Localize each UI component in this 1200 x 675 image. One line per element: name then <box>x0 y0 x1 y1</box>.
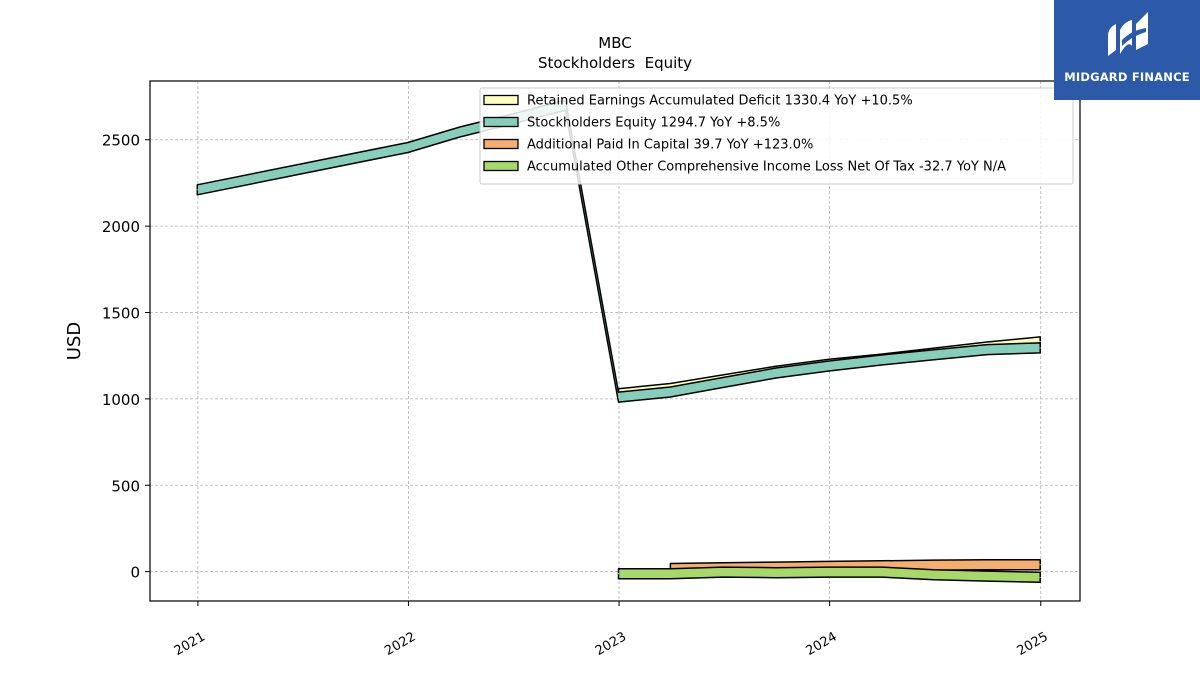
legend-label: Accumulated Other Comprehensive Income L… <box>527 160 1006 175</box>
x-tick-label: 2021 <box>172 629 208 659</box>
legend-swatch <box>483 94 519 106</box>
series-layer <box>196 99 1041 584</box>
data-point-2 <box>1039 564 1041 566</box>
data-point-1 <box>459 131 461 133</box>
x-axis: 2021 2022 2023 2024 2025 <box>172 601 1051 659</box>
data-point-1 <box>775 372 777 374</box>
data-point-1 <box>722 381 724 384</box>
data-point-3 <box>775 572 777 574</box>
x-tick-label: 2022 <box>382 629 418 659</box>
legend-label: Stockholders Equity 1294.7 YoY +8.5% <box>527 116 780 131</box>
data-point-1 <box>986 349 988 351</box>
x-tick-label: 2024 <box>803 629 839 659</box>
data-point-3 <box>880 571 883 573</box>
data-point-1 <box>1039 347 1041 349</box>
data-point-1 <box>933 354 935 356</box>
chart-title: MBC <box>598 34 631 52</box>
logo-mark-icon <box>1108 12 1148 56</box>
y-axis-label: USD <box>64 322 85 360</box>
plot-frame <box>149 80 1081 602</box>
x-tick-label: 2025 <box>1015 629 1051 659</box>
legend-swatch <box>483 116 519 128</box>
data-point-3 <box>617 573 620 575</box>
legend-swatch <box>483 160 519 172</box>
data-point-1 <box>669 391 671 393</box>
data-point-1 <box>407 146 409 149</box>
legend-box <box>479 87 1074 185</box>
legend: Retained Earnings Accumulated Deficit 13… <box>479 87 1074 185</box>
data-point-1 <box>617 396 620 398</box>
data-point-1 <box>880 359 883 361</box>
data-point-3 <box>986 575 988 577</box>
y-axis: 0 500 1000 1500 2000 2500 <box>102 132 150 582</box>
midgard-finance-logo: MIDGARD FINANCE <box>1054 0 1200 100</box>
y-tick-label: 1500 <box>102 304 140 322</box>
legend-swatch <box>483 138 519 150</box>
data-point-3 <box>722 571 724 573</box>
y-tick-label: 2500 <box>102 132 140 150</box>
data-point-2 <box>880 565 883 567</box>
chart-subtitle: Stockholders Equity <box>538 54 692 72</box>
series-band-3 <box>617 566 1041 584</box>
x-tick-label: 2023 <box>593 629 629 659</box>
data-point-2 <box>986 564 988 566</box>
data-point-3 <box>669 573 671 575</box>
data-point-3 <box>828 571 830 573</box>
data-point-3 <box>933 574 935 576</box>
y-tick-label: 1000 <box>102 391 140 409</box>
y-tick-label: 500 <box>111 477 140 495</box>
data-point-1 <box>196 189 198 191</box>
logo-text: MIDGARD FINANCE <box>1064 70 1190 84</box>
legend-label: Additional Paid In Capital 39.7 YoY +123… <box>527 138 813 153</box>
y-tick-label: 0 <box>130 564 140 582</box>
data-point-3 <box>1039 576 1041 578</box>
y-tick-label: 2000 <box>102 218 140 236</box>
data-point-2 <box>933 564 935 566</box>
legend-label: Retained Earnings Accumulated Deficit 13… <box>527 94 913 109</box>
data-point-1 <box>828 365 830 367</box>
